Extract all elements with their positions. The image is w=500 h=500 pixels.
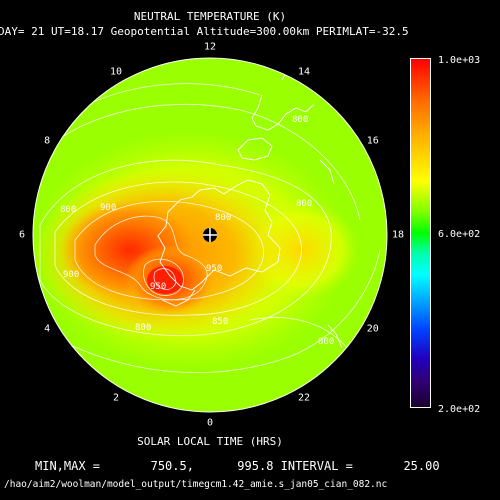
temperature-field bbox=[33, 58, 387, 412]
local-time-label: 4 bbox=[44, 323, 51, 335]
contour-label: 800 bbox=[318, 337, 334, 347]
local-time-label: 10 bbox=[109, 66, 123, 78]
contour-label: 800 bbox=[215, 213, 231, 223]
plot-subtitle: DAY= 21 UT=18.17 Geopotential Altitude=3… bbox=[0, 25, 409, 38]
min-max-interval: MIN,MAX = 750.5, 995.8 INTERVAL = 25.00 bbox=[35, 459, 440, 473]
contour-label: 900 bbox=[100, 203, 116, 213]
local-time-label: 6 bbox=[18, 229, 26, 241]
x-axis-label: SOLAR LOCAL TIME (HRS) bbox=[137, 435, 283, 448]
plot-title: NEUTRAL TEMPERATURE (K) bbox=[133, 10, 287, 23]
local-time-label: 8 bbox=[44, 135, 51, 147]
contour-lines bbox=[39, 83, 381, 373]
local-time-label: 2 bbox=[112, 392, 120, 404]
colorbar-min-label: 2.0e+02 bbox=[438, 404, 481, 415]
local-time-label: 0 bbox=[206, 417, 214, 429]
contour-label: 800 bbox=[135, 323, 151, 333]
colorbar-mid-label: 6.0e+02 bbox=[438, 229, 481, 240]
colorbar bbox=[410, 58, 431, 408]
contour-label: 800 bbox=[296, 199, 312, 209]
contour-labels: 800 800 800 900 900 950 950 850 800 800 800 bbox=[60, 115, 334, 347]
local-time-label: 12 bbox=[203, 41, 217, 53]
local-time-label: 20 bbox=[366, 323, 379, 335]
contour-label: 850 bbox=[212, 317, 228, 327]
contour-label: 900 bbox=[63, 270, 79, 280]
colorbar-max-label: 1.0e+03 bbox=[438, 55, 481, 66]
contour-label: 950 bbox=[150, 282, 166, 292]
contour-label: 950 bbox=[206, 264, 222, 274]
pole-marker bbox=[203, 228, 217, 242]
contour-label: 800 bbox=[60, 205, 76, 215]
contour-label: 800 bbox=[292, 115, 308, 125]
local-time-label: 18 bbox=[391, 229, 405, 241]
map-boundary bbox=[32, 57, 388, 413]
local-time-label: 22 bbox=[297, 392, 311, 404]
local-time-label: 16 bbox=[366, 135, 379, 147]
local-time-label: 14 bbox=[297, 66, 311, 78]
file-path: /hao/aim2/woolman/model_output/timegcm1.… bbox=[4, 479, 388, 490]
